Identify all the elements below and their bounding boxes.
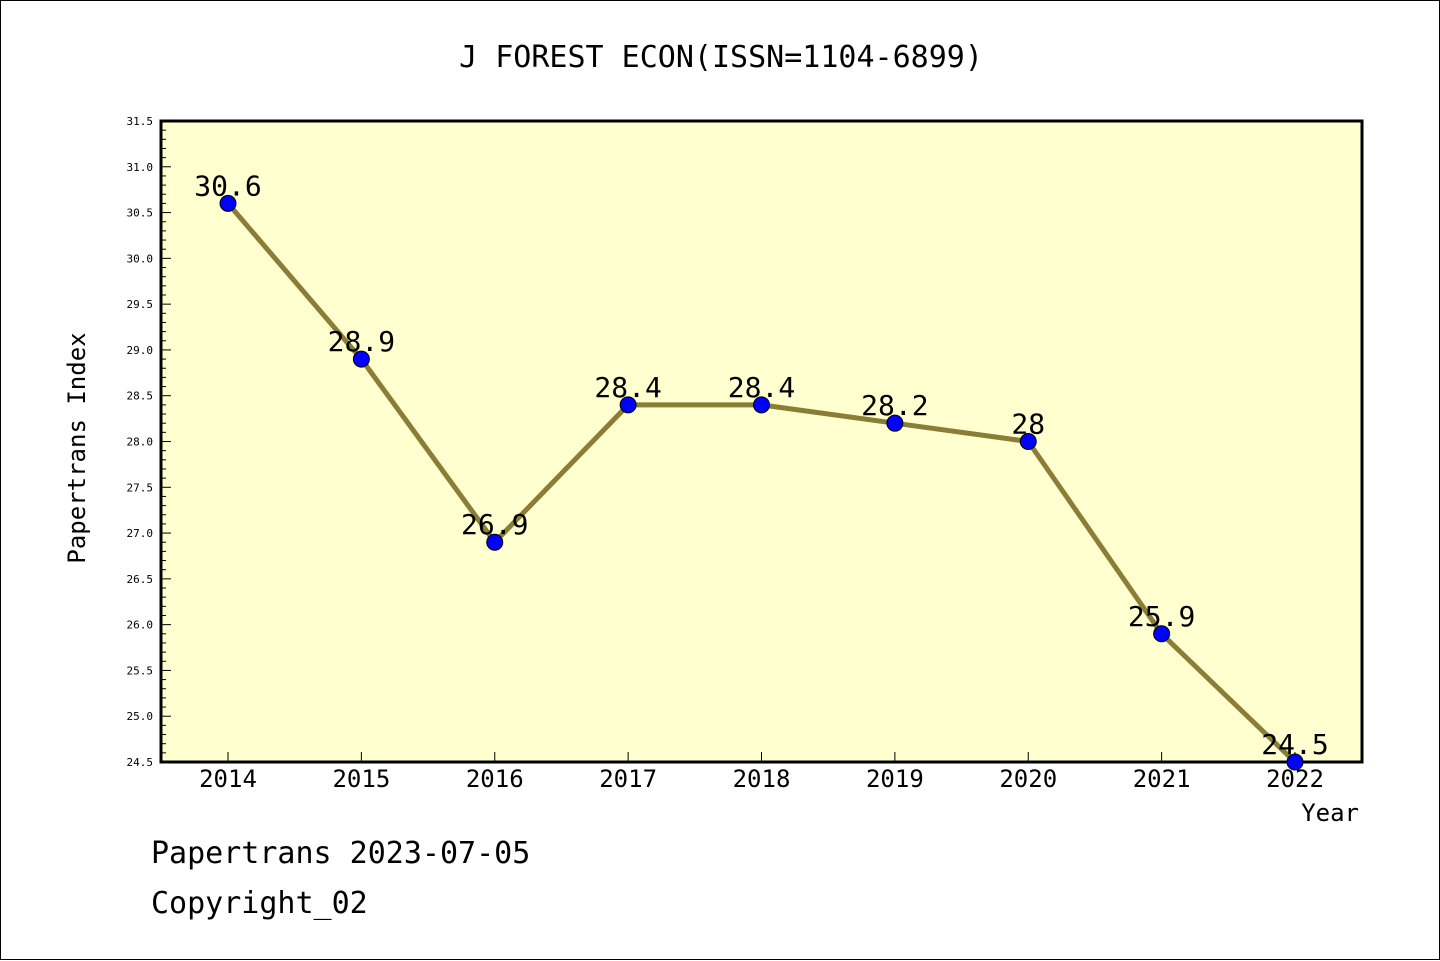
y-tick-label: 29.0 (127, 344, 154, 357)
data-point (219, 194, 237, 212)
x-tick-label: 2020 (999, 765, 1057, 793)
plot-area (159, 119, 1364, 764)
footer-copyright-text: Copyright_02 (151, 886, 368, 921)
data-point (1019, 433, 1037, 450)
footer-date-text: Papertrans 2023-07-05 (151, 836, 531, 871)
x-tick-label: 2016 (466, 765, 524, 793)
data-point (352, 350, 370, 368)
x-tick-label: 2021 (1133, 765, 1191, 793)
y-tick-label: 31.0 (127, 161, 154, 174)
x-tick-label: 2015 (332, 765, 390, 793)
data-point (1153, 625, 1171, 643)
y-tick-label: 30.5 (127, 207, 154, 220)
data-label: 24.5 (1261, 728, 1328, 761)
y-tick-label: 29.5 (127, 298, 154, 311)
x-axis-label: Year (1301, 799, 1359, 827)
y-axis-label: Papertrans Index (63, 332, 91, 563)
y-tick-label: 28.5 (127, 390, 154, 403)
data-point (619, 396, 637, 414)
x-tick-label: 2017 (599, 765, 657, 793)
chart-title: J FOREST ECON(ISSN=1104-6899) (459, 40, 983, 75)
y-tick-label: 25.5 (127, 664, 154, 677)
y-tick-label: 27.0 (127, 527, 154, 540)
x-axis: 2014 2015 2016 2017 2018 2019 2020 2021 2022 (199, 752, 1324, 793)
x-tick-label: 2019 (866, 765, 924, 793)
data-series: 30.6 28.9 26.9 28.4 28.4 28.2 28 25.9 24.5 (194, 169, 1329, 771)
data-point (886, 414, 904, 432)
y-axis: 24.5 25.0 25.5 26.0 26.5 27.0 27.5 28.0 28.5 29.0… (127, 115, 171, 769)
data-point (753, 396, 770, 414)
data-label: 26.9 (461, 508, 528, 541)
data-label: 28 (1011, 408, 1045, 441)
y-tick-label: 30.0 (127, 252, 154, 265)
data-point (486, 533, 504, 551)
data-label: 30.6 (194, 169, 261, 202)
data-label: 25.9 (1128, 600, 1195, 633)
y-tick-label: 26.0 (127, 619, 154, 632)
data-label: 28.4 (728, 371, 795, 404)
y-tick-label: 28.0 (127, 436, 154, 449)
y-tick-label: 27.5 (127, 481, 154, 494)
x-tick-label: 2018 (733, 765, 791, 793)
data-label: 28.4 (594, 371, 661, 404)
data-label: 28.2 (861, 389, 928, 422)
data-label: 28.9 (328, 325, 395, 358)
y-tick-label: 31.5 (127, 115, 154, 128)
y-tick-label: 26.5 (127, 573, 154, 586)
x-tick-label: 2014 (199, 765, 257, 793)
y-tick-label: 24.5 (127, 756, 154, 769)
data-point (1286, 753, 1304, 771)
y-tick-label: 25.0 (127, 710, 154, 723)
